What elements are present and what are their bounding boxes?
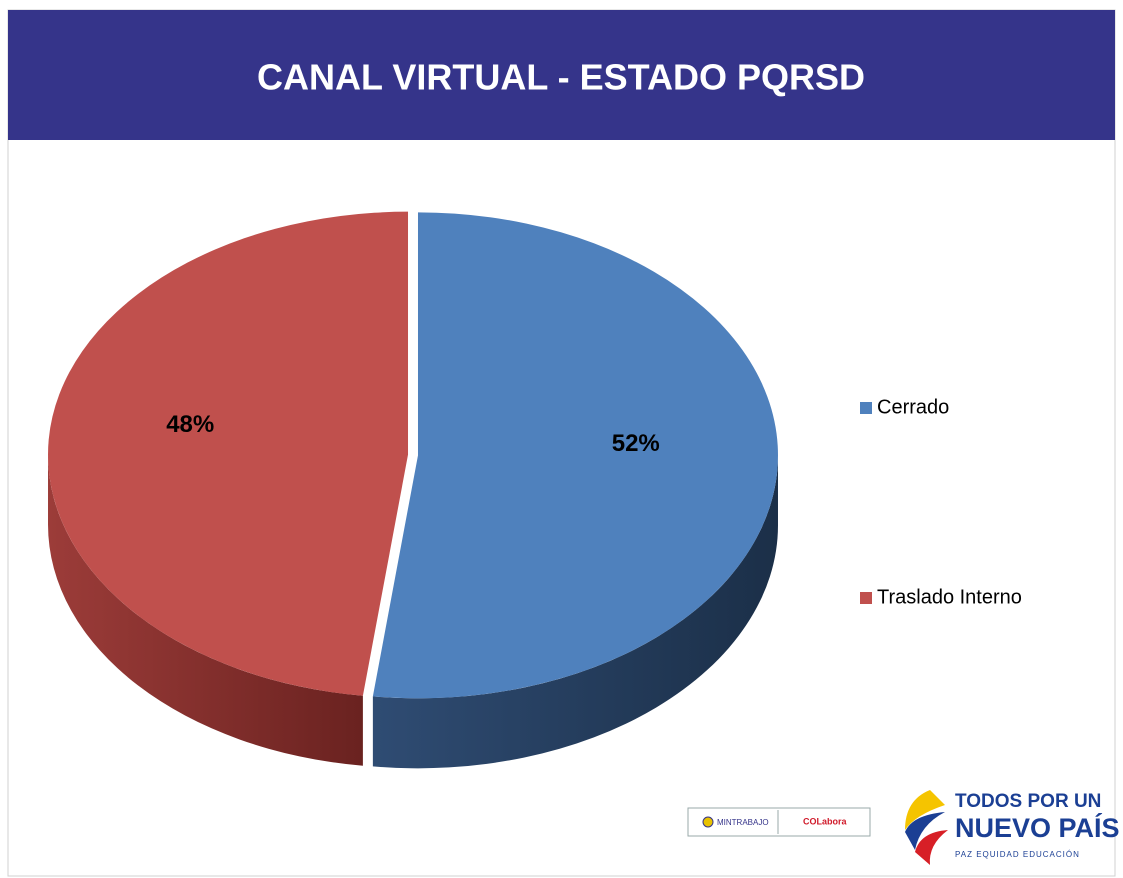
- slice: [48, 211, 409, 696]
- legend-swatch: [860, 402, 872, 414]
- logo-text: MINTRABAJO: [717, 818, 769, 827]
- slice-side: [48, 454, 363, 766]
- logo-text: TODOS POR UN: [955, 791, 1101, 812]
- header: [8, 10, 1115, 140]
- logo-text: PAZ EQUIDAD EDUCACIÓN: [955, 850, 1080, 859]
- logo-swoosh: [905, 790, 945, 830]
- slice: [372, 212, 778, 699]
- slice-side: [372, 455, 778, 769]
- logo-swoosh: [915, 830, 948, 865]
- data-label: 48%: [166, 411, 214, 438]
- logo-box: [687, 807, 871, 837]
- pie: 52% 48%: [48, 211, 778, 769]
- logo-left: MINTRABAJO COLabora: [687, 807, 871, 837]
- logo-text: COLabora: [803, 816, 848, 826]
- logo-swoosh: [905, 812, 945, 850]
- logo-text: NUEVO PAÍS: [955, 812, 1120, 843]
- data-label: 52%: [612, 430, 660, 457]
- logo-seal: [702, 816, 714, 828]
- chart-title: CANAL VIRTUAL - ESTADO PQRSD: [257, 57, 865, 98]
- logo-right: TODOS POR UN NUEVO PAÍS PAZ EQUIDAD EDUC…: [905, 790, 1120, 865]
- legend: Cerrado Traslado Interno: [860, 396, 1022, 608]
- legend-swatch: [860, 592, 872, 604]
- legend-label: Traslado Interno: [877, 586, 1022, 608]
- legend-label: Cerrado: [877, 396, 949, 418]
